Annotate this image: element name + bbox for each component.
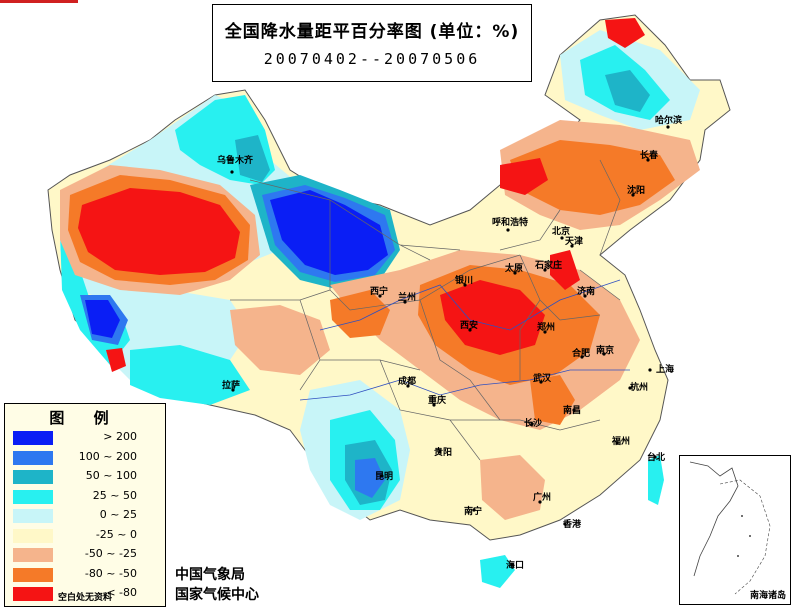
city-chengdu-label: 成都 [398,375,416,387]
zone-m50-m25-tibet [230,305,330,375]
city-hangzhou-label: 杭州 [630,381,648,393]
city-wuhan-label: 武汉 [533,372,552,384]
zone-gt200-north [270,190,388,275]
city-guangzhou-label: 广州 [533,491,551,503]
zone-lt80-xinjiang [78,188,240,275]
zone-lt80-north [550,250,580,290]
city-lanzhou-label: 兰州 [398,291,416,303]
city-xian-label: 西安 [460,319,478,331]
city-urumqi-label: 乌鲁木齐 [217,154,254,166]
city-fuzhou-label: 福州 [611,435,630,447]
city-shijiazhuang-label: 石家庄 [534,259,562,271]
city-kunming-label: 昆明 [375,471,393,482]
zone-m50-m25-south [480,455,545,520]
legend-row: > 200 [5,428,165,448]
inset-map [689,461,771,595]
city-hongkong-label: 香港 [562,518,582,530]
legend-label: 25 ~ 50 [92,488,137,502]
zone-m80-m50-hunan [530,375,575,425]
city-tianjin-label: 天津 [565,235,583,247]
city-taipei-label: 台北 [647,451,665,463]
agency-line-1: 中国气象局 [175,567,245,583]
legend-row: < -80 [5,584,165,604]
legend-label: -50 ~ -25 [84,547,137,560]
city-chongqing-label: 重庆 [428,394,446,406]
zone-m80-m50-tibet [330,290,390,338]
map-title: 全国降水量距平百分率图 (单位：%) [224,22,520,42]
legend-swatch [13,548,53,562]
legend-swatch [13,450,53,465]
legend-label: < -80 [106,586,137,599]
legend-swatch [13,470,53,484]
legend-label: 0 ~ 25 [99,508,137,521]
city-xining-label: 西宁 [370,285,388,297]
city-taiyuan-label: 太原 [504,262,523,274]
zone-gt200-west [85,300,120,338]
city-zhengzhou-label: 郑州 [537,321,555,333]
zone-25-50-hainan [480,555,515,588]
legend-row: 50 ~ 100 [5,467,165,487]
zone-25-50-taiwan [648,455,664,505]
city-labels: 乌鲁木齐 哈尔滨 长春 沈阳 呼和浩特 北京 天津 银川 太原 石家庄 济南 西… [217,114,682,571]
city-changsha-label: 长沙 [524,417,542,429]
legend-row: -50 ~ -25 [5,545,165,565]
legend-swatch [13,567,53,582]
legend-label: -25 ~ 0 [95,527,137,541]
header-strip [0,0,78,3]
city-nanchang-label: 南昌 [563,404,581,416]
legend-row: -25 ~ 0 [5,526,165,546]
legend-label: 100 ~ 200 [78,449,137,463]
legend-row: -80 ~ -50 [5,565,165,585]
city-nanjing-label: 南京 [596,344,614,356]
legend-row: 0 ~ 25 [5,506,165,526]
legend-swatch [13,431,53,445]
zone-lt80-tibet-west [106,348,126,372]
legend-label: 50 ~ 100 [85,469,137,482]
agency-line-2: 国家气候中心 [175,587,259,603]
map-period: 20070402--20070506 [263,50,481,68]
agency-block: 中国气象局 国家气候中心 [175,565,259,605]
south-china-sea-inset: 南海诸岛 [679,455,791,605]
legend-row: 100 ~ 200 [5,448,165,468]
legend-label: -80 ~ -50 [84,566,137,580]
legend-swatch [13,489,53,504]
inset-label: 南海诸岛 [749,591,786,601]
city-hohhot-label: 呼和浩特 [492,216,528,228]
rivers [299,279,630,401]
legend-swatch [13,528,53,543]
legend-label: > 200 [103,430,137,443]
legend: 图 例 > 200 100 ~ 200 50 ~ 100 25 ~ 50 0 ~ 25 -… [4,403,166,607]
legend-rows: > 200 100 ~ 200 50 ~ 100 25 ~ 50 0 ~ 25 -25 ~… [5,428,165,604]
city-beijing-label: 北京 [552,225,570,237]
legend-swatch [13,587,53,601]
legend-note: 空白处无资料 [57,593,112,603]
province-boundaries [230,159,621,461]
zone-25-50-tibet [130,345,250,405]
legend-row: 25 ~ 50 [5,487,165,507]
city-shenyang-label: 沈阳 [627,184,645,196]
city-haikou-label: 海口 [506,559,524,571]
zone-lt80-ne [500,158,548,195]
zone-lt80-central [440,280,545,355]
city-shanghai-label: 上海 [656,363,674,375]
title-box: 全国降水量距平百分率图 (单位：%) 20070402--20070506 [212,4,532,82]
city-lhasa-label: 拉萨 [222,379,240,391]
city-guiyang-label: 贵阳 [434,446,452,458]
city-nanning-label: 南宁 [464,505,482,517]
zone-50-100-xinjiang [235,135,270,182]
city-hefei-label: 合肥 [572,347,590,359]
legend-title: 图 例 [49,409,121,427]
city-jinan-label: 济南 [577,285,595,297]
zone-lt80-far-ne [605,18,645,48]
city-yinchuan-label: 银川 [455,274,473,286]
zone-50-100-ne [605,70,650,112]
zone-100-200-yunnan [355,458,385,498]
legend-swatch [13,509,53,523]
city-harbin-label: 哈尔滨 [655,114,682,126]
city-changchun-label: 长春 [640,149,659,161]
